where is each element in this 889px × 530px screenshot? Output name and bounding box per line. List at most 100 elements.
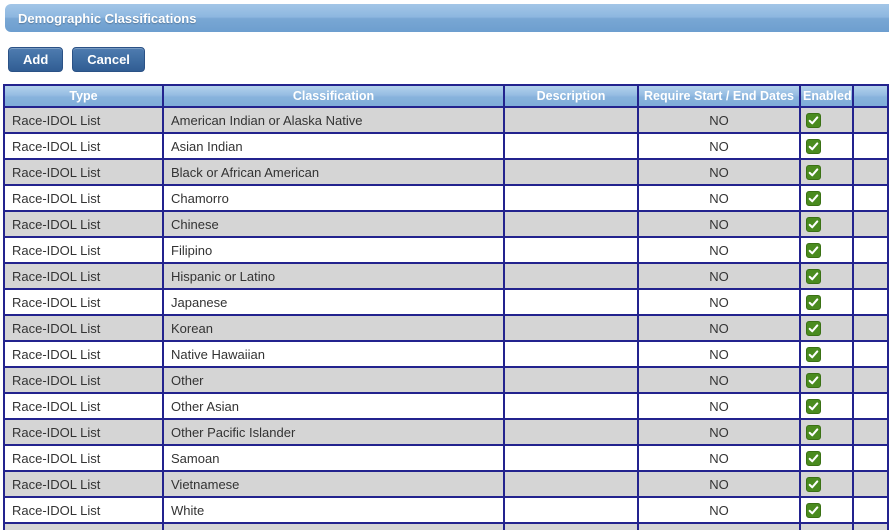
cell-extra — [852, 158, 889, 186]
cell-extra — [852, 496, 889, 524]
cell-classification: Chinese — [162, 210, 505, 238]
checkbox-checked-icon — [806, 138, 821, 154]
cell-extra — [852, 392, 889, 420]
table-row[interactable]: Race-IDOL List Black or African American N… — [3, 158, 889, 186]
table-row[interactable]: Race-IDOL List American Indian or Alaska … — [3, 106, 889, 134]
table-row[interactable]: Race-IDOL List Asian Indian NO — [3, 132, 889, 160]
table-row[interactable]: Race-IDOL List Other Pacific Islander NO — [3, 418, 889, 446]
table-row[interactable]: Race-IDOL List Native Hawaiian NO — [3, 340, 889, 368]
cell-description — [503, 288, 639, 316]
cell-require-dates: NO — [637, 496, 801, 524]
cell-require-dates: NO — [637, 418, 801, 446]
cell-require-dates: NO — [637, 314, 801, 342]
cell-classification: Vietnamese — [162, 470, 505, 498]
checkbox-checked-icon — [806, 476, 821, 492]
table-row[interactable]: Race-IDOL List Korean NO — [3, 314, 889, 342]
table-row[interactable]: Race-IDOL List Other NO — [3, 366, 889, 394]
cell-enabled — [799, 288, 854, 316]
cell-type: Race-IDOL List — [3, 210, 164, 238]
cell-classification: Black or African American — [162, 158, 505, 186]
cell-extra — [852, 444, 889, 472]
cell-classification: American Indian or Alaska Native — [162, 106, 505, 134]
cell-type: Race-IDOL List — [3, 496, 164, 524]
cell-require-dates: NO — [637, 288, 801, 316]
cell-extra — [852, 236, 889, 264]
cell-type: Race-IDOL List — [3, 262, 164, 290]
cell-extra — [852, 210, 889, 238]
table-row[interactable]: Race-IDOL List Samoan NO — [3, 444, 889, 472]
cell-require-dates: NO — [637, 184, 801, 212]
cell-type: Race-IDOL List — [3, 184, 164, 212]
table-row[interactable]: Race-IDOL List Chamorro NO — [3, 184, 889, 212]
column-header-classification: Classification — [162, 84, 505, 108]
cell-type: Race-IDOL List — [3, 288, 164, 316]
cell-require-dates: NO — [637, 106, 801, 134]
cell-extra — [852, 366, 889, 394]
cell-extra — [852, 132, 889, 160]
table-row[interactable]: Race-IDOL List White NO — [3, 496, 889, 524]
column-header-enabled: Enabled — [799, 84, 854, 108]
classifications-table: Type Classification Description Require … — [3, 84, 889, 530]
cell-description — [503, 444, 639, 472]
cell-enabled — [799, 158, 854, 186]
cell-require-dates: NO — [637, 158, 801, 186]
table-row[interactable]: Race-IDOL List Japanese NO — [3, 288, 889, 316]
cell-require-dates: NO — [637, 340, 801, 368]
cell-enabled — [799, 106, 854, 134]
cell-classification: Other Asian — [162, 392, 505, 420]
cell-require-dates: NO — [637, 444, 801, 472]
cell-classification: Hispanic or Latino — [162, 262, 505, 290]
checkbox-checked-icon — [806, 242, 821, 258]
cell-enabled — [799, 236, 854, 264]
cell-type: Race-IDOL List — [3, 132, 164, 160]
cell-enabled — [799, 210, 854, 238]
cell-enabled — [799, 184, 854, 212]
cell-description — [503, 418, 639, 446]
cell-extra — [852, 262, 889, 290]
checkbox-checked-icon — [806, 424, 821, 440]
cell-type: Race-IDOL List — [3, 366, 164, 394]
toolbar: Add Cancel — [8, 47, 145, 72]
cell-type: Race-IDOL List — [3, 470, 164, 498]
cell-type: Race-IDOL List — [3, 340, 164, 368]
cell-enabled — [799, 418, 854, 446]
page-title: Demographic Classifications — [18, 10, 197, 26]
checkbox-checked-icon — [806, 398, 821, 414]
column-header-require-dates: Require Start / End Dates — [637, 84, 801, 108]
checkbox-checked-icon — [806, 164, 821, 180]
cell-classification: Japanese — [162, 288, 505, 316]
checkbox-checked-icon — [806, 502, 821, 518]
cell-require-dates: NO — [637, 132, 801, 160]
cell-description — [503, 392, 639, 420]
cell-classification: White — [162, 496, 505, 524]
cell-enabled — [799, 392, 854, 420]
checkbox-checked-icon — [806, 346, 821, 362]
column-header-description: Description — [503, 84, 639, 108]
table-row[interactable]: Race-IDOL List Vietnamese NO — [3, 470, 889, 498]
cell-type: Race-IDOL List — [3, 392, 164, 420]
cell-extra — [852, 184, 889, 212]
cell-enabled — [799, 314, 854, 342]
table-row[interactable]: Race-IDOL List Filipino NO — [3, 236, 889, 264]
cell-type: Race-IDOL List — [3, 418, 164, 446]
cell-description — [503, 496, 639, 524]
table-row[interactable]: Race-IDOL List Other Asian NO — [3, 392, 889, 420]
cell-description — [503, 210, 639, 238]
cell-extra — [852, 288, 889, 316]
cell-enabled — [799, 262, 854, 290]
cell-empty — [3, 522, 164, 530]
cell-enabled — [799, 132, 854, 160]
cell-extra — [852, 340, 889, 368]
cancel-button[interactable]: Cancel — [72, 47, 145, 72]
add-button[interactable]: Add — [8, 47, 64, 72]
cell-description — [503, 366, 639, 394]
cell-empty — [852, 522, 889, 530]
table-row[interactable]: Race-IDOL List Chinese NO — [3, 210, 889, 238]
checkbox-checked-icon — [806, 450, 821, 466]
cell-description — [503, 158, 639, 186]
checkbox-checked-icon — [806, 320, 821, 336]
cell-empty — [162, 522, 505, 530]
table-row[interactable]: Race-IDOL List Hispanic or Latino NO — [3, 262, 889, 290]
cell-type: Race-IDOL List — [3, 158, 164, 186]
